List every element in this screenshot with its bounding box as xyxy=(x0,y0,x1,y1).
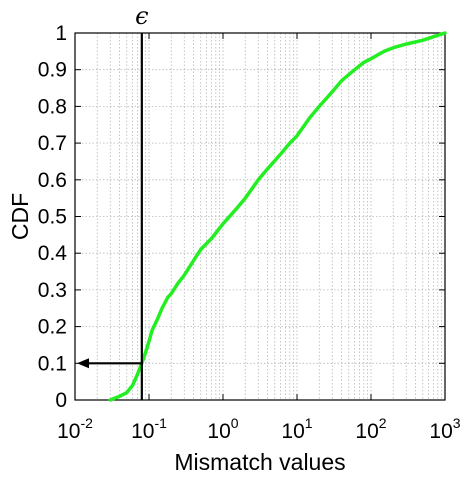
x-tick-label: 10-1 xyxy=(131,415,167,443)
y-tick-label: 0.4 xyxy=(38,242,68,265)
y-tick-label: 0.8 xyxy=(38,95,67,118)
epsilon-label: ϵ xyxy=(135,2,148,30)
x-tick-label: 10-2 xyxy=(57,415,93,443)
plot-frame xyxy=(74,32,446,401)
grid-lines xyxy=(75,33,445,400)
x-axis-label: Mismatch values xyxy=(174,449,345,475)
y-axis-label: CDF xyxy=(7,193,33,240)
y-tick-label: 0.3 xyxy=(38,279,67,302)
arrow-head xyxy=(77,358,89,369)
y-tick-label: 0.2 xyxy=(38,316,67,339)
y-tick-label: 0 xyxy=(55,389,67,412)
x-tick-label: 103 xyxy=(429,415,460,443)
axis-ticks xyxy=(74,32,446,401)
series-layer xyxy=(108,31,447,402)
y-tick-label: 0.6 xyxy=(38,169,67,192)
x-tick-label: 100 xyxy=(207,415,238,443)
tick-labels: 0 0.1 0.2 0.3 0.4 0.5 0.6 0.7 0.8 0.9 1 10-2 10-1 100… xyxy=(38,22,461,443)
y-tick-label: 1 xyxy=(55,22,67,45)
y-tick-label: 0.7 xyxy=(38,132,67,155)
y-tick-label: 0.5 xyxy=(38,206,67,229)
cdf-series-line xyxy=(108,31,447,402)
y-tick-label: 0.9 xyxy=(38,59,67,82)
x-tick-label: 101 xyxy=(281,415,312,443)
y-tick-label: 0.1 xyxy=(38,352,67,375)
annotation-layer: ϵ xyxy=(77,2,149,400)
x-tick-label: 102 xyxy=(355,415,386,443)
